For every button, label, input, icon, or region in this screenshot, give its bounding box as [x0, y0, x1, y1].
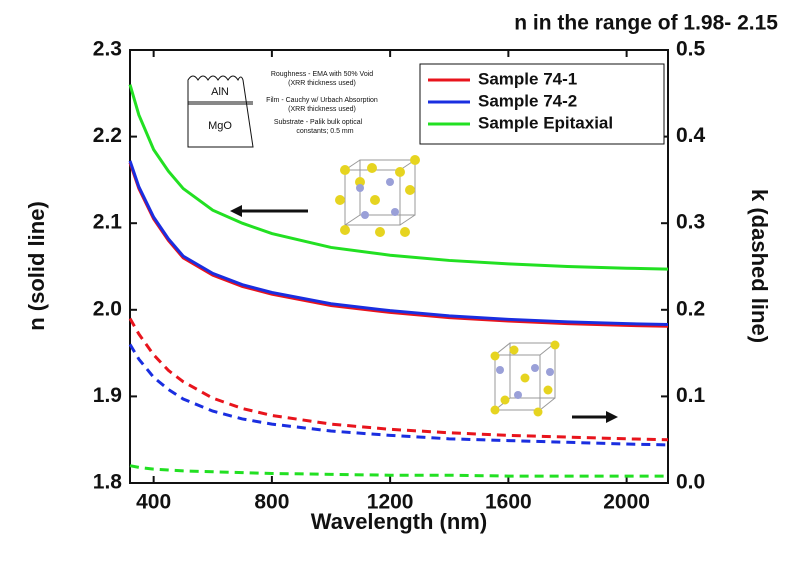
inset-note: Substrate - Palik bulk optical — [274, 119, 363, 126]
y-tick-label: 2.3 — [93, 38, 122, 61]
k-line — [130, 318, 668, 439]
arrow — [572, 411, 618, 423]
y-tick-label: 2.2 — [93, 124, 122, 147]
x-tick-label: 2000 — [603, 491, 650, 514]
y2-tick-label: 0.5 — [676, 38, 706, 61]
legend-label: Sample 74-1 — [478, 69, 577, 88]
y2-tick-label: 0.3 — [676, 211, 705, 234]
y-tick-label: 2.1 — [93, 211, 123, 234]
y-axis-label: n (solid line) — [24, 201, 49, 331]
y2-tick-label: 0.2 — [676, 297, 705, 320]
crystal-icon — [335, 155, 420, 237]
y2-tick-label: 0.4 — [676, 124, 706, 147]
inset-note: (XRR thickness used) — [288, 80, 356, 87]
inset-note: Roughness - EMA with 50% Void — [271, 71, 373, 78]
crystal-icon — [491, 341, 560, 417]
legend-label: Sample Epitaxial — [478, 113, 613, 132]
chart-title: n in the range of 1.98- 2.15 — [514, 12, 778, 35]
y2-axis-label: k (dashed line) — [747, 189, 772, 343]
inset-layer: AlN — [211, 86, 229, 98]
x-tick-label: 800 — [254, 491, 289, 514]
x-tick-label: 1200 — [367, 491, 414, 514]
k-line — [130, 466, 668, 476]
inset-note: (XRR thickness used) — [288, 106, 356, 113]
y2-tick-label: 0.0 — [676, 471, 705, 494]
y2-tick-label: 0.1 — [676, 384, 706, 407]
legend-label: Sample 74-2 — [478, 91, 577, 110]
chart: n in the range of 1.98- 2.15 Wavelength … — [0, 0, 786, 562]
y-tick-label: 1.9 — [93, 384, 122, 407]
inset: AlN MgO Roughness - EMA with 50% Void (X… — [188, 71, 378, 147]
x-tick-label: 1600 — [485, 491, 532, 514]
inset-layer: MgO — [208, 120, 232, 132]
x-tick-label: 400 — [136, 491, 171, 514]
n-line — [130, 161, 668, 325]
n-line — [130, 163, 668, 327]
inset-note: Film - Cauchy w/ Urbach Absorption — [266, 97, 378, 104]
y-tick-label: 2.0 — [93, 297, 122, 320]
arrow — [230, 205, 308, 217]
y-tick-label: 1.8 — [93, 471, 123, 494]
inset-note: constants; 0.5 mm — [296, 128, 353, 135]
